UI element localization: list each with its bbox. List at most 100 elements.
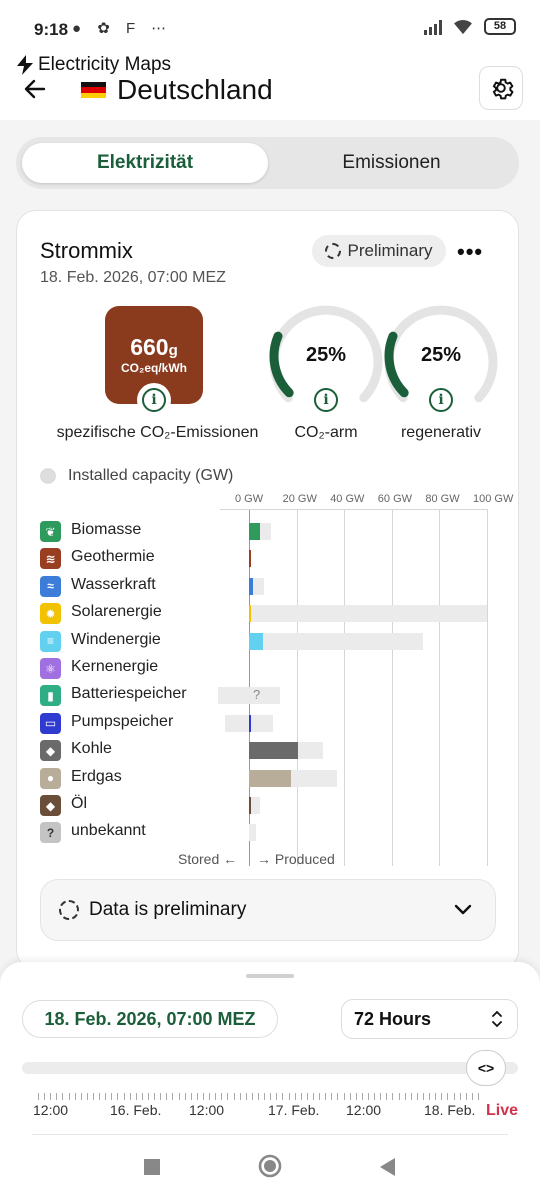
preliminary-chip[interactable]: Preliminary <box>312 235 446 267</box>
timeline-tick <box>264 1093 266 1100</box>
production-bar[interactable] <box>249 714 251 732</box>
capacity-bar[interactable] <box>249 632 423 650</box>
axis-tick-label: 0 GW <box>235 493 264 505</box>
low-carbon-label: CO₂-arm <box>294 424 358 441</box>
sheet-drag-handle[interactable] <box>246 974 294 978</box>
co2-unit: CO₂eq/kWh <box>121 361 187 375</box>
production-bar[interactable] <box>249 577 254 595</box>
timeline-tick <box>215 1093 217 1100</box>
live-button[interactable]: Live <box>486 1102 519 1119</box>
tab-elektrizitaet[interactable]: Elektrizität <box>22 143 268 183</box>
axis-tick-label: 20 GW <box>282 493 317 505</box>
recents-icon[interactable] <box>143 1158 161 1176</box>
installed-capacity-toggle[interactable]: Installed capacity (GW) <box>40 467 233 485</box>
preliminary-notice-dropdown[interactable]: Data is preliminary <box>40 879 496 941</box>
settings-button[interactable] <box>479 66 523 110</box>
time-range-select[interactable]: 72 Hours <box>341 999 518 1039</box>
home-icon[interactable] <box>257 1153 283 1179</box>
gauge-fill <box>269 331 294 398</box>
timeline-tick <box>184 1093 186 1100</box>
capacity-bar[interactable] <box>249 824 257 842</box>
selected-datetime[interactable]: 18. Feb. 2026, 07:00 MEZ <box>22 1000 278 1038</box>
brand-name: Electricity Maps <box>38 54 172 75</box>
back-icon[interactable] <box>378 1157 396 1177</box>
app-header: Electricity Maps Deutschland <box>0 50 540 120</box>
timeline-tick <box>441 1093 443 1100</box>
timeline-tick <box>319 1093 321 1100</box>
gridline <box>439 509 441 866</box>
time-label: 16. Feb. <box>110 1102 162 1118</box>
production-bar[interactable] <box>249 605 251 623</box>
timeline-tick <box>313 1093 314 1100</box>
renewable-value: 25% <box>420 344 462 366</box>
capacity-bar[interactable] <box>249 605 487 623</box>
production-bar[interactable] <box>249 742 298 760</box>
info-icon: i <box>314 388 338 412</box>
timeline-tick <box>398 1093 400 1100</box>
renewable-info-button[interactable]: i <box>424 383 458 417</box>
timeline-tick <box>325 1093 327 1100</box>
timeline-tick <box>435 1093 437 1100</box>
co2-info-button[interactable]: i <box>137 383 171 417</box>
gear-icon <box>492 78 514 100</box>
capacity-bar[interactable] <box>249 797 260 814</box>
axis-tick-label: 80 GW <box>425 493 460 505</box>
preliminary-chip-label: Preliminary <box>347 241 433 260</box>
timeline-tick <box>447 1093 449 1100</box>
co2-unit-g: g <box>168 342 178 359</box>
timeline-tick <box>172 1093 174 1100</box>
production-bar[interactable] <box>249 632 263 650</box>
system-nav-bar <box>0 1146 540 1199</box>
timeline-tick <box>361 1093 363 1100</box>
production-bar[interactable] <box>249 523 261 540</box>
info-icon: i <box>429 388 453 412</box>
timeline-tick <box>74 1093 76 1100</box>
gridline <box>391 509 393 866</box>
dashed-circle-icon <box>325 243 342 259</box>
timeline-tick <box>203 1093 204 1100</box>
divider <box>32 1134 508 1135</box>
timeline-tick <box>227 1093 229 1100</box>
source-label: Windenergie <box>71 630 161 648</box>
timeline-tick <box>331 1093 333 1100</box>
timeline-slider-track[interactable] <box>22 1062 518 1074</box>
timeline-tick <box>258 1093 259 1100</box>
time-label: 12:00 <box>33 1102 69 1118</box>
timeline-tick <box>300 1093 302 1100</box>
capacity-bar[interactable] <box>249 714 273 732</box>
time-range-value: 72 Hours <box>354 1008 432 1029</box>
updown-chevron-icon <box>492 1010 502 1028</box>
back-arrow-icon[interactable] <box>22 76 48 102</box>
timeline-tick <box>343 1093 345 1100</box>
source-icon: ▭ <box>40 712 61 734</box>
more-options-button[interactable]: ••• <box>457 239 484 264</box>
axis-line <box>220 509 487 510</box>
timeline-tick <box>86 1093 88 1100</box>
timeline-tick <box>465 1093 467 1100</box>
timeline-tick <box>386 1093 388 1100</box>
timeline-tick <box>459 1093 461 1100</box>
legend-produced: → Produced <box>257 851 335 867</box>
tab-emissionen[interactable]: Emissionen <box>342 152 441 173</box>
timeline-tick <box>416 1093 418 1100</box>
timeline-tick <box>196 1093 198 1100</box>
capacity-bar[interactable] <box>249 687 280 705</box>
timeline-slider-knob[interactable]: <> <box>466 1050 506 1086</box>
timeline-tick <box>306 1093 308 1100</box>
production-bar[interactable] <box>249 550 251 568</box>
production-bar[interactable] <box>249 769 291 787</box>
status-time: 9:18 <box>34 20 69 39</box>
stored-capacity-bar[interactable] <box>225 714 249 732</box>
time-label: 12:00 <box>346 1102 382 1118</box>
source-label: Kohle <box>71 740 112 758</box>
axis-tick-label: 60 GW <box>377 493 413 505</box>
source-label: Erdgas <box>71 767 122 785</box>
low-carbon-info-button[interactable]: i <box>309 383 343 417</box>
timeline-tick <box>233 1093 235 1100</box>
source-icon: ✹ <box>40 603 61 625</box>
source-icon: ≋ <box>40 548 61 570</box>
production-bar[interactable] <box>249 797 251 814</box>
stored-capacity-bar[interactable] <box>218 687 249 705</box>
info-icon: i <box>142 388 166 412</box>
timeline-tick <box>80 1093 82 1100</box>
